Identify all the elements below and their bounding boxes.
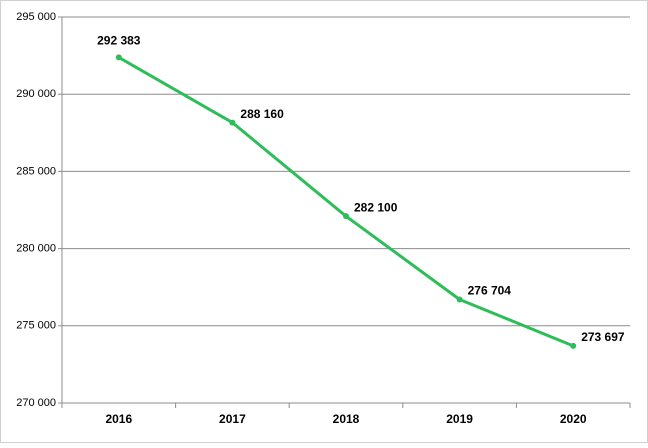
y-tick-label: 290 000 (16, 88, 56, 100)
data-label: 282 100 (354, 200, 398, 214)
data-point (115, 54, 122, 61)
x-tick-label: 2016 (105, 412, 132, 426)
data-point (456, 296, 463, 303)
y-tick-label: 280 000 (16, 243, 56, 255)
y-tick-label: 285 000 (16, 165, 56, 177)
data-point (343, 213, 349, 220)
x-tick-label: 2020 (560, 412, 587, 426)
data-point (570, 342, 577, 349)
x-tick-label: 2018 (333, 412, 360, 426)
data-label: 288 160 (240, 107, 284, 121)
data-point (229, 119, 236, 126)
data-label: 273 697 (581, 330, 625, 344)
y-tick-label: 275 000 (16, 320, 56, 332)
y-tick-label: 270 000 (16, 397, 56, 409)
data-label: 276 704 (468, 284, 512, 298)
data-label: 292 383 (97, 34, 141, 48)
y-tick-label: 295 000 (16, 11, 56, 23)
x-tick-label: 2019 (446, 412, 473, 426)
x-tick-label: 2017 (219, 412, 246, 426)
